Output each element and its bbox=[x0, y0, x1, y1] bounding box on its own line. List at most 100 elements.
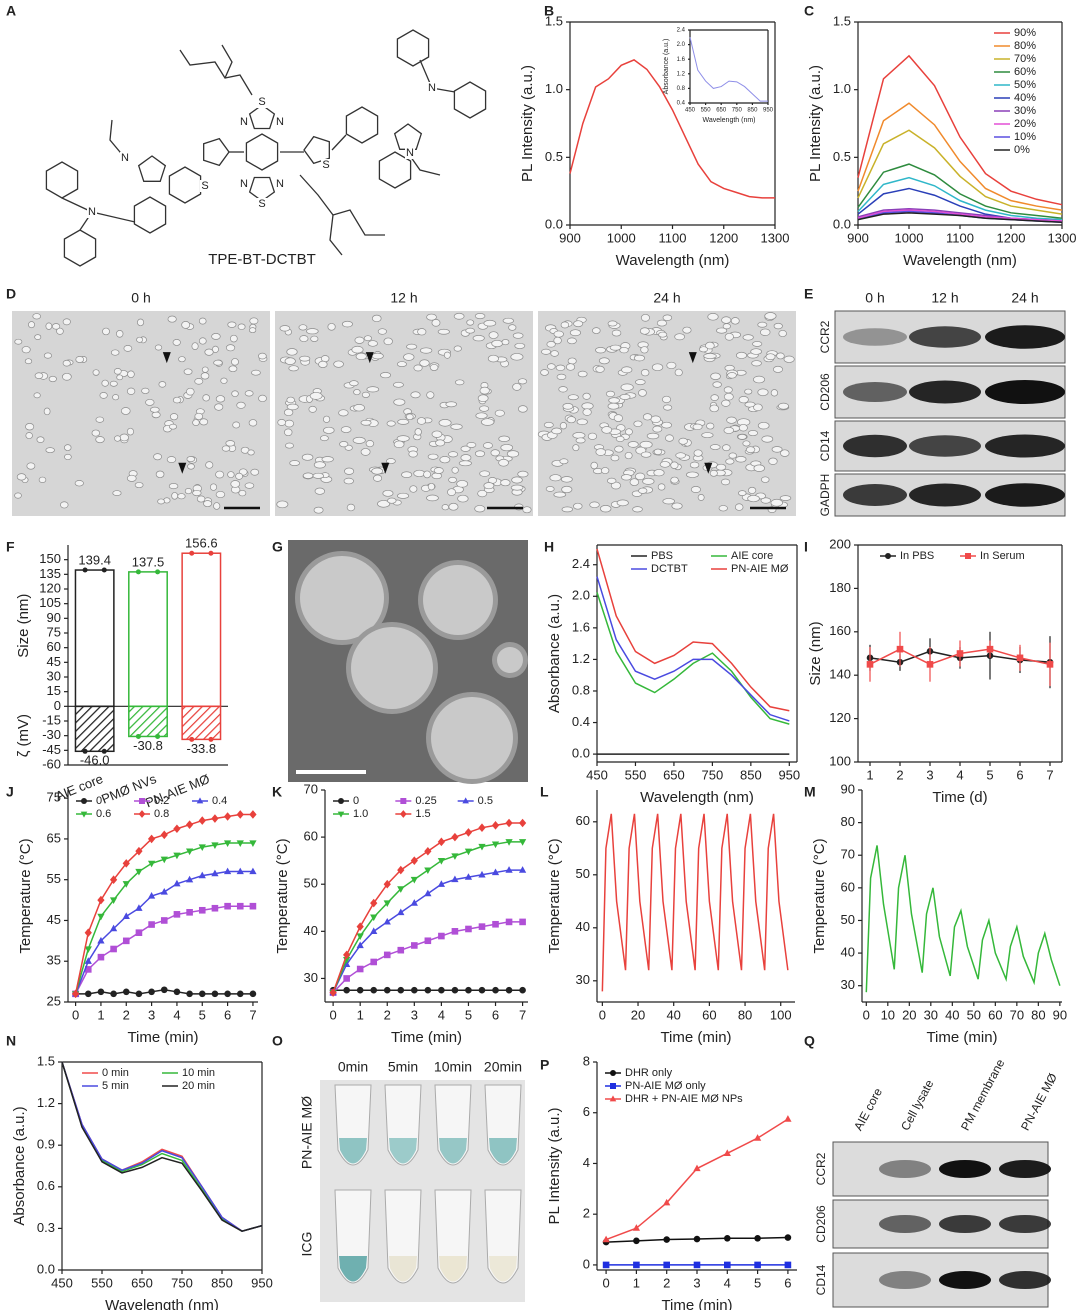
y-tick-label: 1.0 bbox=[545, 81, 563, 96]
x-axis-label: Wavelength (nm) bbox=[702, 117, 755, 124]
protein-label: CD206 bbox=[818, 373, 832, 411]
marker bbox=[491, 868, 500, 876]
y-tick-label: 0.3 bbox=[37, 1220, 55, 1235]
marker bbox=[633, 1237, 640, 1245]
y-tick-label: 180 bbox=[829, 580, 851, 595]
y-tick-label: 50 bbox=[576, 866, 590, 881]
marker bbox=[147, 834, 156, 844]
x-tick-label: 1300 bbox=[761, 230, 790, 245]
cell bbox=[565, 363, 576, 371]
cell bbox=[689, 461, 700, 469]
cell bbox=[203, 500, 212, 508]
cell bbox=[760, 497, 772, 504]
atom-bg bbox=[200, 180, 210, 192]
marker bbox=[383, 986, 391, 994]
cell bbox=[646, 432, 660, 440]
cell bbox=[500, 444, 514, 452]
cell bbox=[500, 479, 511, 487]
cell bbox=[441, 504, 449, 511]
cell bbox=[427, 453, 439, 460]
cell bbox=[99, 392, 108, 399]
y-tick-label: 70 bbox=[304, 781, 318, 796]
ring bbox=[168, 166, 202, 204]
legend-marker bbox=[965, 553, 971, 559]
cell bbox=[318, 360, 328, 368]
cell bbox=[457, 494, 469, 503]
marker bbox=[723, 1149, 731, 1156]
marker bbox=[186, 909, 193, 916]
cell bbox=[202, 394, 210, 402]
marker bbox=[383, 900, 391, 908]
marker bbox=[343, 950, 351, 960]
cell bbox=[101, 379, 109, 387]
marker bbox=[519, 918, 526, 926]
marker bbox=[505, 866, 513, 873]
cell bbox=[635, 379, 646, 386]
cell bbox=[723, 392, 734, 401]
cell bbox=[149, 406, 160, 413]
cell bbox=[120, 407, 131, 415]
legend-marker bbox=[610, 1070, 616, 1076]
cell bbox=[230, 480, 241, 488]
cell bbox=[690, 486, 701, 493]
cell bbox=[327, 323, 336, 331]
x-tick-label: 1100 bbox=[946, 230, 974, 245]
cell bbox=[777, 402, 789, 410]
marker bbox=[464, 873, 473, 880]
y-axis-label: ζ (mV) bbox=[15, 714, 32, 757]
marker bbox=[370, 898, 378, 908]
cell bbox=[697, 493, 705, 501]
panel-letter: I bbox=[804, 539, 808, 555]
y-tick-label: -45 bbox=[42, 742, 61, 757]
cell bbox=[225, 440, 236, 447]
cell bbox=[666, 361, 677, 370]
marker bbox=[370, 927, 378, 934]
cell bbox=[196, 495, 206, 503]
bar bbox=[74, 705, 115, 753]
cell bbox=[479, 405, 490, 412]
arrowhead bbox=[178, 462, 187, 474]
cell bbox=[582, 392, 591, 400]
marker bbox=[110, 990, 117, 998]
marker bbox=[986, 645, 994, 653]
cell bbox=[288, 365, 299, 372]
marker bbox=[926, 661, 934, 668]
cell bbox=[157, 498, 165, 505]
cell bbox=[299, 355, 311, 362]
band bbox=[939, 1215, 991, 1233]
cell bbox=[640, 346, 649, 354]
cell bbox=[383, 337, 393, 346]
x-tick-label: 1000 bbox=[895, 230, 924, 245]
liquid bbox=[489, 1138, 517, 1164]
cell bbox=[56, 327, 64, 335]
cell bbox=[232, 421, 241, 429]
cell bbox=[550, 350, 559, 357]
marker bbox=[249, 810, 257, 819]
y-tick-label: 0 bbox=[54, 698, 61, 713]
marker bbox=[135, 929, 143, 936]
cell bbox=[310, 335, 319, 342]
legend-marker bbox=[400, 810, 407, 818]
legend-label: 0 bbox=[353, 795, 359, 807]
x-tick-label: 900 bbox=[559, 230, 581, 245]
marker bbox=[249, 867, 257, 875]
marker bbox=[147, 860, 156, 868]
cell bbox=[567, 337, 577, 345]
legend-label: In PBS bbox=[900, 550, 934, 562]
y-tick-label: 40 bbox=[841, 945, 855, 960]
y-tick-label: 60 bbox=[304, 829, 318, 844]
x-tick-label: 650 bbox=[716, 108, 727, 114]
ring bbox=[203, 137, 230, 167]
marker bbox=[160, 917, 168, 924]
marker bbox=[492, 920, 499, 928]
cell bbox=[771, 446, 783, 453]
cell bbox=[289, 460, 300, 467]
cell bbox=[727, 372, 737, 379]
x-tick-label: 2 bbox=[896, 767, 903, 782]
cell bbox=[417, 328, 427, 336]
x-tick-label: 20 bbox=[902, 1007, 916, 1022]
atom-bg bbox=[427, 82, 437, 94]
time-label: 12 h bbox=[931, 290, 958, 306]
bar-point bbox=[155, 733, 161, 739]
bar bbox=[128, 571, 168, 708]
